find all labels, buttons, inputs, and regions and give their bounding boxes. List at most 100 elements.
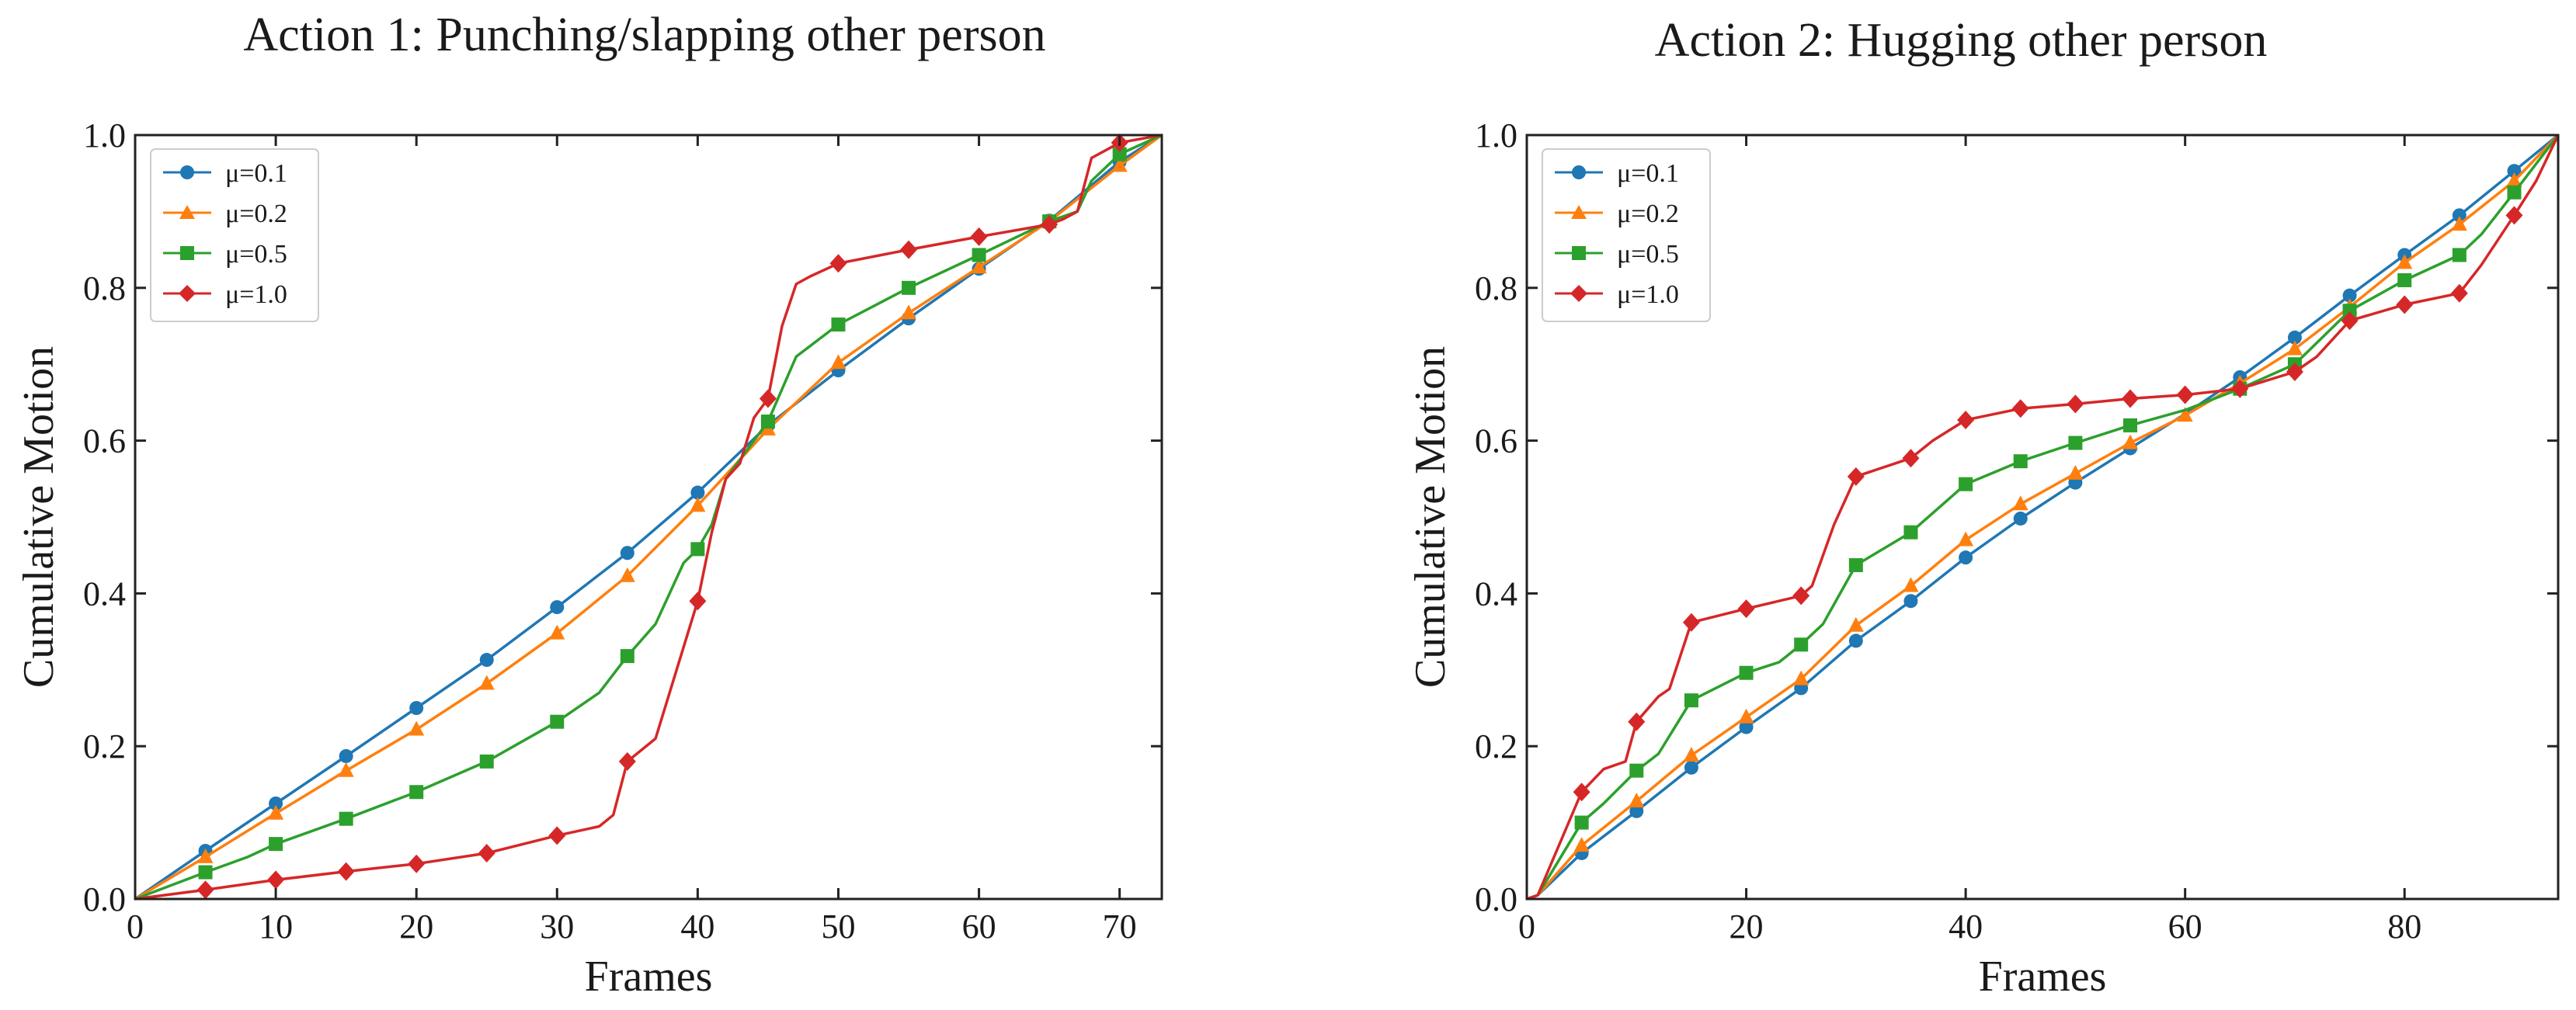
data-point xyxy=(196,880,214,900)
x-tick-label: 50 xyxy=(821,908,855,946)
data-point xyxy=(2342,288,2357,303)
chart-action-1: Action 1: Punching/slapping other person… xyxy=(15,9,1163,1001)
data-point xyxy=(2286,340,2303,356)
data-point xyxy=(1573,783,1590,802)
data-point xyxy=(1684,760,1698,775)
legend-entry: μ=0.2 xyxy=(1555,200,1679,228)
y-tick-labels: 0.0 0.2 0.4 0.6 0.8 1.0 xyxy=(1475,116,1517,918)
data-point xyxy=(1737,599,1755,619)
data-point xyxy=(2452,208,2466,223)
data-point xyxy=(339,748,353,763)
data-point xyxy=(2507,164,2522,179)
data-point xyxy=(197,848,214,863)
legend-marker xyxy=(1572,165,1586,179)
data-point xyxy=(1683,747,1699,762)
data-point xyxy=(2068,436,2083,450)
data-point xyxy=(1903,594,1918,609)
data-point xyxy=(2451,216,2467,231)
data-point xyxy=(1628,712,1646,731)
y-tick-label: 0.2 xyxy=(1475,727,1517,765)
data-point xyxy=(2231,379,2249,398)
data-point xyxy=(759,389,777,408)
data-point xyxy=(1573,837,1590,852)
data-point xyxy=(408,720,425,736)
y-tick-label: 1.0 xyxy=(1475,116,1517,154)
x-tick-label: 0 xyxy=(127,908,144,946)
legend-marker xyxy=(1570,285,1587,302)
data-point xyxy=(1041,215,1059,234)
data-point xyxy=(690,497,706,512)
data-point xyxy=(1848,557,1863,572)
legend-box xyxy=(1542,148,1711,322)
x-tick-label: 60 xyxy=(2168,908,2202,946)
y-axis-label: Cumulative Motion xyxy=(15,346,63,688)
data-point xyxy=(829,254,847,273)
data-point xyxy=(1682,613,1700,632)
legend-marker xyxy=(1571,205,1587,219)
data-point xyxy=(1739,665,1754,680)
data-point xyxy=(689,592,707,611)
data-point xyxy=(1739,720,1754,734)
legend-marker xyxy=(179,205,195,219)
x-tick-label: 80 xyxy=(2387,908,2421,946)
chart-title: Action 1: Punching/slapping other person xyxy=(243,9,1045,61)
legend-marker xyxy=(180,165,194,179)
legend: μ=0.1 μ=0.2 μ=0.5 μ=1.0 xyxy=(150,148,319,322)
data-point xyxy=(830,354,846,370)
x-tick-label: 70 xyxy=(1103,908,1137,946)
y-tick-label: 0.6 xyxy=(83,422,126,460)
data-point xyxy=(2341,311,2359,331)
x-tick-label: 40 xyxy=(1949,908,1983,946)
data-point xyxy=(690,542,705,557)
data-point xyxy=(900,240,918,259)
data-point xyxy=(478,675,495,690)
x-tick-label: 10 xyxy=(259,908,293,946)
data-point xyxy=(1793,670,1809,685)
data-point xyxy=(2067,394,2084,414)
y-tick-label: 0.6 xyxy=(1475,422,1517,460)
data-point xyxy=(479,653,494,668)
x-tick-label: 20 xyxy=(399,908,433,946)
y-tick-label: 0.8 xyxy=(1475,269,1517,307)
data-point xyxy=(619,567,635,582)
legend-label: μ=0.2 xyxy=(1617,200,1679,228)
data-point xyxy=(1848,633,1863,648)
data-point xyxy=(690,485,705,500)
x-tick-label: 0 xyxy=(1518,908,1535,946)
data-point xyxy=(269,797,283,810)
data-point xyxy=(550,714,565,729)
data-point xyxy=(2287,330,2302,345)
data-point xyxy=(409,701,424,715)
x-tick-label: 20 xyxy=(1730,908,1764,946)
data-point xyxy=(971,259,987,274)
data-point xyxy=(548,826,566,845)
x-axis-label: Frames xyxy=(585,953,713,1001)
data-point xyxy=(1574,815,1589,830)
data-point xyxy=(2176,385,2194,404)
data-point xyxy=(550,600,565,615)
data-point xyxy=(2397,272,2412,287)
data-point xyxy=(2506,172,2522,188)
data-point xyxy=(2286,363,2303,382)
legend-entry: μ=0.1 xyxy=(163,159,287,188)
data-point xyxy=(409,785,424,800)
legend-entry: μ=0.5 xyxy=(1555,240,1679,269)
series-layer xyxy=(134,133,1163,901)
y-tick-label: 0.2 xyxy=(83,727,126,765)
data-point xyxy=(2507,185,2522,200)
data-point xyxy=(970,227,988,246)
series-line xyxy=(134,134,1163,901)
data-point xyxy=(1959,477,1973,491)
legend: μ=0.1 μ=0.2 μ=0.5 μ=1.0 xyxy=(1542,148,1711,322)
axis-ticks xyxy=(134,134,1162,901)
data-point xyxy=(1794,637,1809,652)
data-point xyxy=(408,854,426,873)
data-point xyxy=(1111,157,1128,172)
legend-marker xyxy=(180,246,194,260)
y-tick-label: 1.0 xyxy=(83,116,126,154)
legend-label: μ=0.2 xyxy=(225,200,287,228)
y-tick-label: 0.0 xyxy=(1475,880,1517,918)
data-point xyxy=(1848,616,1864,632)
data-point xyxy=(620,649,634,664)
data-point xyxy=(831,318,846,332)
